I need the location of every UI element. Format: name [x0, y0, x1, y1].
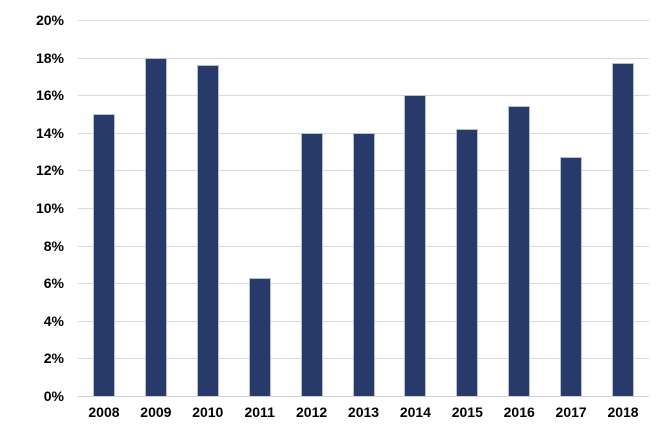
y-tick-label: 20%: [35, 12, 64, 28]
bar-2017: [560, 157, 583, 396]
y-tick-label: 0%: [43, 388, 64, 404]
y-tick-label: 18%: [35, 49, 64, 66]
x-tick-label-2015: 2015: [451, 404, 483, 420]
bar-2008: [92, 114, 115, 396]
x-tick-label-2010: 2010: [192, 404, 224, 420]
bar-2016: [508, 106, 531, 396]
x-tick-label-2008: 2008: [88, 404, 120, 420]
x-tick-label-2016: 2016: [503, 404, 535, 420]
bar-2009: [144, 57, 167, 396]
y-tick-label: 8%: [43, 237, 64, 254]
bar-2010: [196, 65, 219, 396]
gridline: [78, 57, 649, 59]
x-tick-label-2013: 2013: [347, 404, 380, 420]
x-tick-label-2014: 2014: [399, 404, 431, 420]
bar-2018: [612, 63, 635, 396]
y-tick-label: 6%: [43, 275, 64, 292]
plot-area: [78, 20, 649, 397]
x-axis-line: [78, 396, 649, 397]
y-tick-label: 10%: [35, 200, 64, 216]
y-tick-label: 2%: [43, 350, 64, 367]
gridline: [78, 95, 649, 97]
bar-2015: [456, 129, 479, 396]
bar-2014: [404, 95, 427, 396]
y-tick-label: 16%: [35, 87, 64, 104]
bar-2011: [248, 277, 271, 396]
x-tick-label-2017: 2017: [555, 404, 587, 420]
x-tick-label-2012: 2012: [296, 404, 328, 420]
bar-2012: [300, 132, 323, 396]
x-tick-label-2011: 2011: [244, 404, 275, 420]
gridline: [78, 20, 649, 21]
y-tick-label: 4%: [43, 312, 64, 329]
y-tick-label: 14%: [35, 124, 64, 141]
x-tick-label-2009: 2009: [140, 404, 172, 420]
y-tick-label: 12%: [35, 162, 64, 179]
bar-2013: [352, 132, 375, 396]
x-tick-label-2018: 2018: [607, 404, 639, 420]
